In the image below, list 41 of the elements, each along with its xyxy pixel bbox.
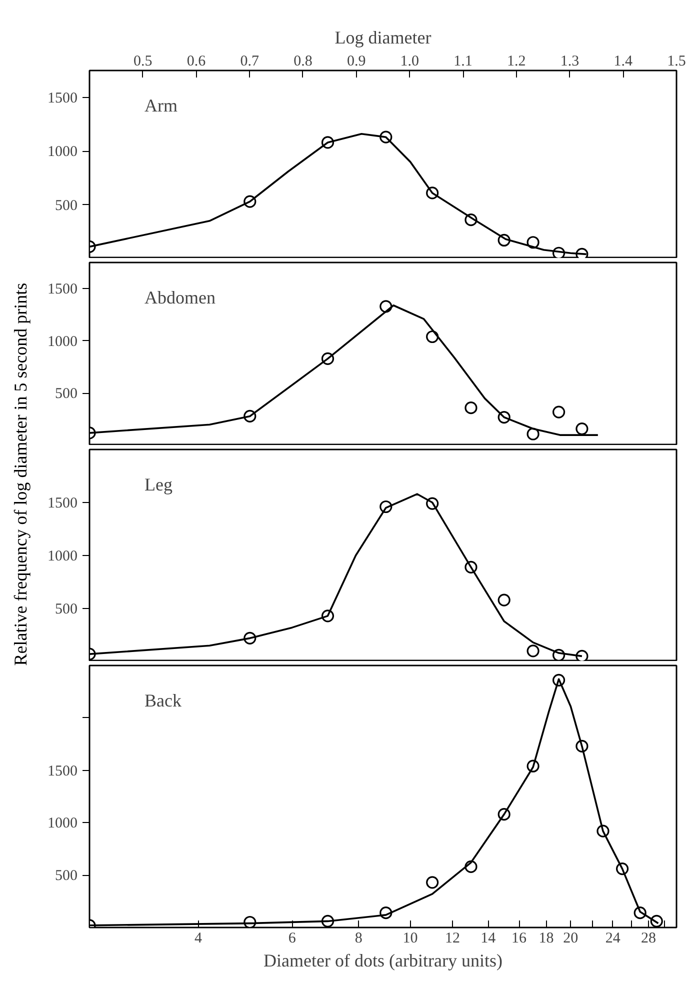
x2-tick-label: 0.9 [346,54,366,70]
y-tick-label: 500 [55,198,78,214]
x-tick-label: 28 [641,930,656,946]
x-tick-label: 24 [605,930,621,946]
x-tick-label: 8 [354,930,362,946]
x-tick-label: 4 [194,930,203,946]
x-tick-label: 6 [288,930,296,946]
y-tick-label: 1500 [48,763,78,780]
annotation: Arm [144,96,178,116]
annotation: Leg [144,474,172,494]
x-axis-title: Diameter of dots (arbitrary units) [264,950,502,970]
x2-tick-label: 0.8 [294,54,312,70]
y-tick-label: 1500 [48,282,78,298]
x2-tick-label: 0.5 [133,54,152,70]
x2-tick-label: 0.6 [186,54,206,70]
y-tick-label: 1500 [48,496,78,512]
x2-tick-label: 0.7 [240,54,260,70]
annotation: Abdomen [144,288,216,308]
x2-tick-label: 1.3 [560,54,580,70]
x2-tick-label: 1.1 [454,54,472,70]
x-tick-label: 18 [538,930,554,946]
y-tick-label: 1000 [48,548,78,564]
x-tick-label: 10 [402,930,418,946]
x-tick-label: 16 [512,930,528,946]
x-tick-label: 20 [563,930,578,946]
x-tick-label: 12 [444,930,460,946]
y-tick-label: 500 [55,868,78,884]
x2-axis-title: Log diameter [334,28,432,48]
x-tick-label: 14 [480,930,496,946]
x2-tick-label: 1.5 [667,54,686,70]
y-tick-label: 500 [55,602,78,618]
y-tick-label: 1000 [48,334,78,350]
x2-tick-label: 1.0 [400,54,420,70]
y-tick-label: 1500 [48,90,78,106]
y-tick-label: 1000 [48,816,78,832]
y-axis-title: Relative frequency of log diameter in 5 second prints [10,282,30,666]
y-tick-label: 500 [55,386,78,402]
x2-tick-label: 1.4 [614,54,634,70]
x2-tick-label: 1.2 [507,54,526,70]
annotation: Back [144,690,182,710]
y-tick-label: 1000 [48,144,78,160]
